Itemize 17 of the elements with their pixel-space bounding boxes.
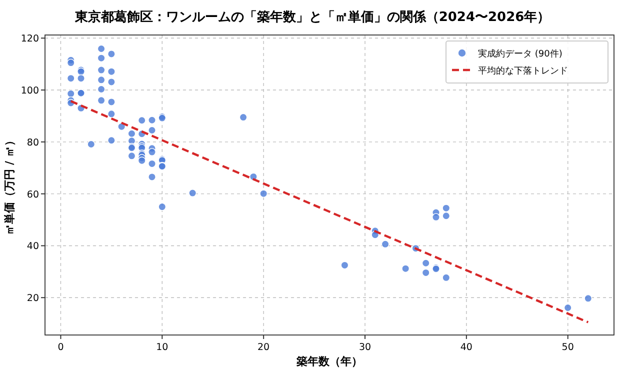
x-tick-label: 20: [258, 342, 270, 353]
x-tick-label: 30: [358, 342, 372, 353]
y-axis-title: ㎡単価（万円 / ㎡）: [3, 135, 16, 235]
x-tick-label: 50: [562, 342, 574, 353]
x-tick-label: 10: [156, 342, 168, 353]
y-tick-label: 100: [20, 86, 39, 97]
legend-label: 実成約データ (90件): [478, 48, 562, 60]
y-tick-label: 120: [20, 34, 39, 45]
y-tick-label: 80: [26, 137, 39, 148]
x-tick-label: 40: [460, 342, 472, 353]
y-tick-label: 60: [26, 189, 39, 200]
y-tick-label: 20: [26, 293, 39, 304]
y-tick-label: 40: [26, 241, 39, 252]
chart-title: 東京都葛飾区：ワンルームの「築年数」と「㎡単価」の関係（2024〜2026年）: [74, 9, 550, 25]
x-tick-label: 0: [58, 342, 64, 353]
x-axis-title: 築年数（年）: [296, 355, 362, 368]
legend-label: 平均的な下落トレンド: [478, 66, 568, 76]
